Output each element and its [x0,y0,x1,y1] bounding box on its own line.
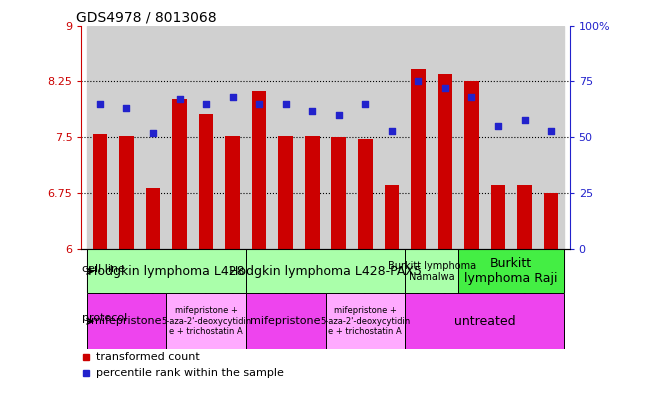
Text: Hodgkin lymphoma L428: Hodgkin lymphoma L428 [88,265,245,278]
Bar [219,249,246,293]
Bar [544,193,559,249]
Text: transformed count: transformed count [96,352,200,362]
Point [227,94,238,100]
Text: Burkitt lymphoma
Namalwa: Burkitt lymphoma Namalwa [387,261,476,282]
Point [439,85,450,91]
Bar [432,26,458,249]
Text: untreated: untreated [454,315,516,328]
Bar [166,249,193,293]
Point [387,128,397,134]
Bar [538,249,564,293]
Bar [246,249,272,293]
Point [148,130,158,136]
Text: mifepristone +
5-aza-2'-deoxycytidin
e + trichostatin A: mifepristone + 5-aza-2'-deoxycytidin e +… [161,307,251,336]
Bar [405,26,432,249]
Bar [432,249,458,293]
Bar [246,249,405,293]
Bar [458,249,485,293]
Point [519,116,530,123]
Bar [491,185,505,249]
Point [95,101,105,107]
Bar [358,139,372,249]
Bar [511,26,538,249]
Bar [485,249,511,293]
Bar [225,136,240,249]
Bar [411,69,426,249]
Bar [87,249,113,293]
Bar [193,249,219,293]
Text: protocol: protocol [82,314,127,323]
Bar [219,26,246,249]
Bar [305,136,320,249]
Bar [326,26,352,249]
Bar [199,114,214,249]
Text: Hodgkin lymphoma L428-PAX5: Hodgkin lymphoma L428-PAX5 [229,265,422,278]
Bar [458,26,485,249]
Point [546,128,556,134]
Bar [140,26,166,249]
Bar [173,99,187,249]
Bar [252,91,266,249]
Text: percentile rank within the sample: percentile rank within the sample [96,368,284,378]
Bar [331,138,346,249]
Point [360,101,370,107]
Bar [464,81,478,249]
Text: mifepristone: mifepristone [91,316,161,326]
Point [254,101,264,107]
Text: cell line: cell line [82,264,125,274]
Bar [146,188,160,249]
Bar [379,26,405,249]
Bar [538,26,564,249]
Bar [166,293,246,349]
Bar [166,26,193,249]
Bar [87,249,246,293]
Point [413,78,424,84]
Bar [92,134,107,249]
Bar [246,26,272,249]
Point [121,105,132,112]
Bar [511,249,538,293]
Bar [326,293,405,349]
Bar [405,249,432,293]
Bar [272,26,299,249]
Bar [279,136,293,249]
Bar [299,26,326,249]
Bar [113,249,140,293]
Bar [246,293,326,349]
Bar [379,249,405,293]
Bar [485,26,511,249]
Bar [119,136,134,249]
Text: mifepristone +
5-aza-2'-deoxycytidin
e + trichostatin A: mifepristone + 5-aza-2'-deoxycytidin e +… [320,307,410,336]
Text: Burkitt
lymphoma Raji: Burkitt lymphoma Raji [465,257,558,285]
Bar [385,185,399,249]
Bar [517,185,532,249]
Bar [405,249,458,293]
Bar [87,26,113,249]
Bar [272,249,299,293]
Bar [458,249,564,293]
Bar [113,26,140,249]
Point [281,101,291,107]
Bar [87,293,166,349]
Point [466,94,477,100]
Point [307,107,318,114]
Text: GDS4978 / 8013068: GDS4978 / 8013068 [77,10,217,24]
Bar [352,249,379,293]
Bar [352,26,379,249]
Point [333,112,344,118]
Bar [193,26,219,249]
Bar [405,293,564,349]
Point [493,123,503,129]
Bar [140,249,166,293]
Bar [326,249,352,293]
Text: mifepristone: mifepristone [251,316,321,326]
Point [201,101,212,107]
Point [174,96,185,103]
Bar [299,249,326,293]
Bar [437,74,452,249]
